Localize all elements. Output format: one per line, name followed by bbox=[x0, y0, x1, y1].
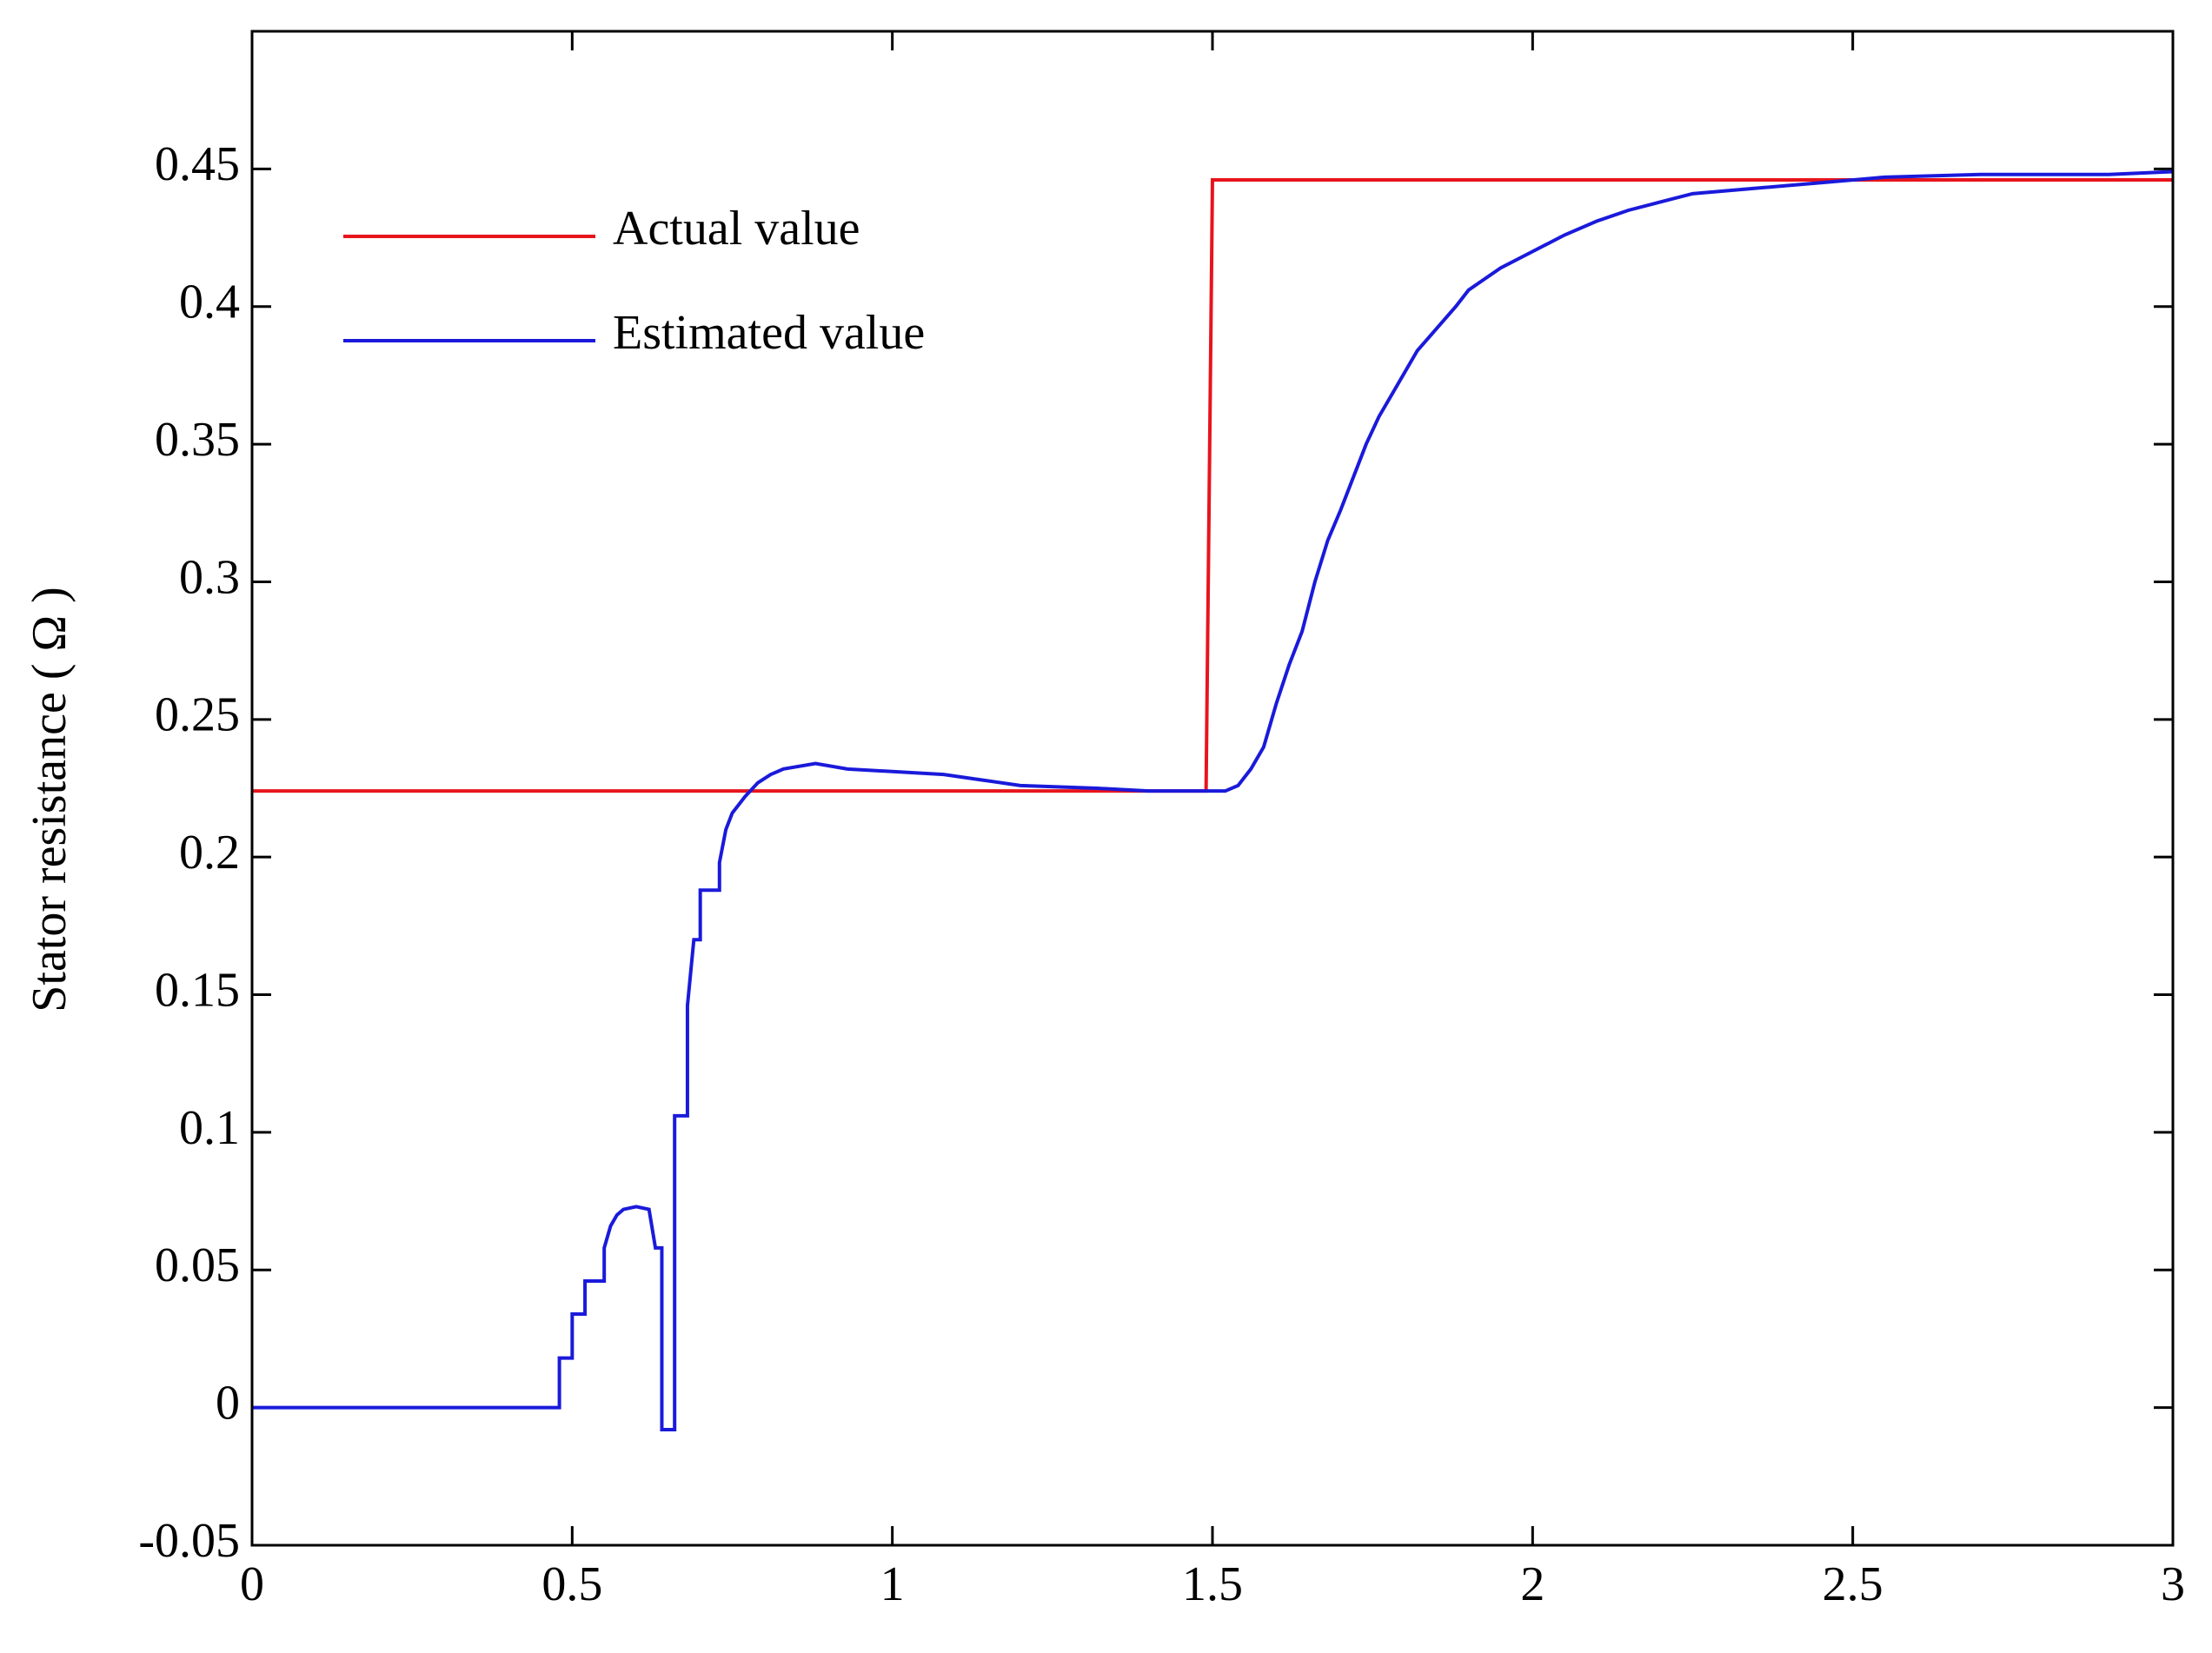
series-line bbox=[252, 178, 2173, 793]
x-tick-label: 0 bbox=[240, 1557, 264, 1611]
x-tick-label: 0.5 bbox=[541, 1557, 602, 1611]
y-tick-label: 0.05 bbox=[155, 1238, 240, 1292]
y-tick-label: 0 bbox=[216, 1376, 240, 1430]
y-tick-label: 0.1 bbox=[179, 1101, 240, 1155]
legend-label: Estimated value bbox=[613, 306, 925, 360]
x-tick-label: 1.5 bbox=[1182, 1557, 1243, 1611]
x-tick-label: 1 bbox=[880, 1557, 905, 1611]
x-tick-label: 3 bbox=[2161, 1557, 2185, 1611]
plot-frame bbox=[250, 30, 2175, 1547]
y-axis-label: Stator resistance ( Ω ) bbox=[23, 587, 76, 1012]
y-tick-label: 0.4 bbox=[179, 276, 240, 329]
y-tick-label: 0.35 bbox=[155, 413, 240, 467]
y-tick-label: 0.45 bbox=[155, 137, 240, 191]
y-tick-label: 0.2 bbox=[179, 826, 240, 880]
y-tick-label: 0.25 bbox=[155, 688, 240, 742]
series-line bbox=[252, 169, 2174, 1431]
y-tick-label: 0.3 bbox=[179, 550, 240, 604]
x-tick-label: 2 bbox=[1520, 1557, 1544, 1611]
y-tick-label: 0.15 bbox=[155, 963, 240, 1017]
legend-label: Actual value bbox=[613, 202, 860, 256]
y-tick-label: -0.05 bbox=[138, 1514, 240, 1568]
x-tick-label: 2.5 bbox=[1823, 1557, 1883, 1611]
